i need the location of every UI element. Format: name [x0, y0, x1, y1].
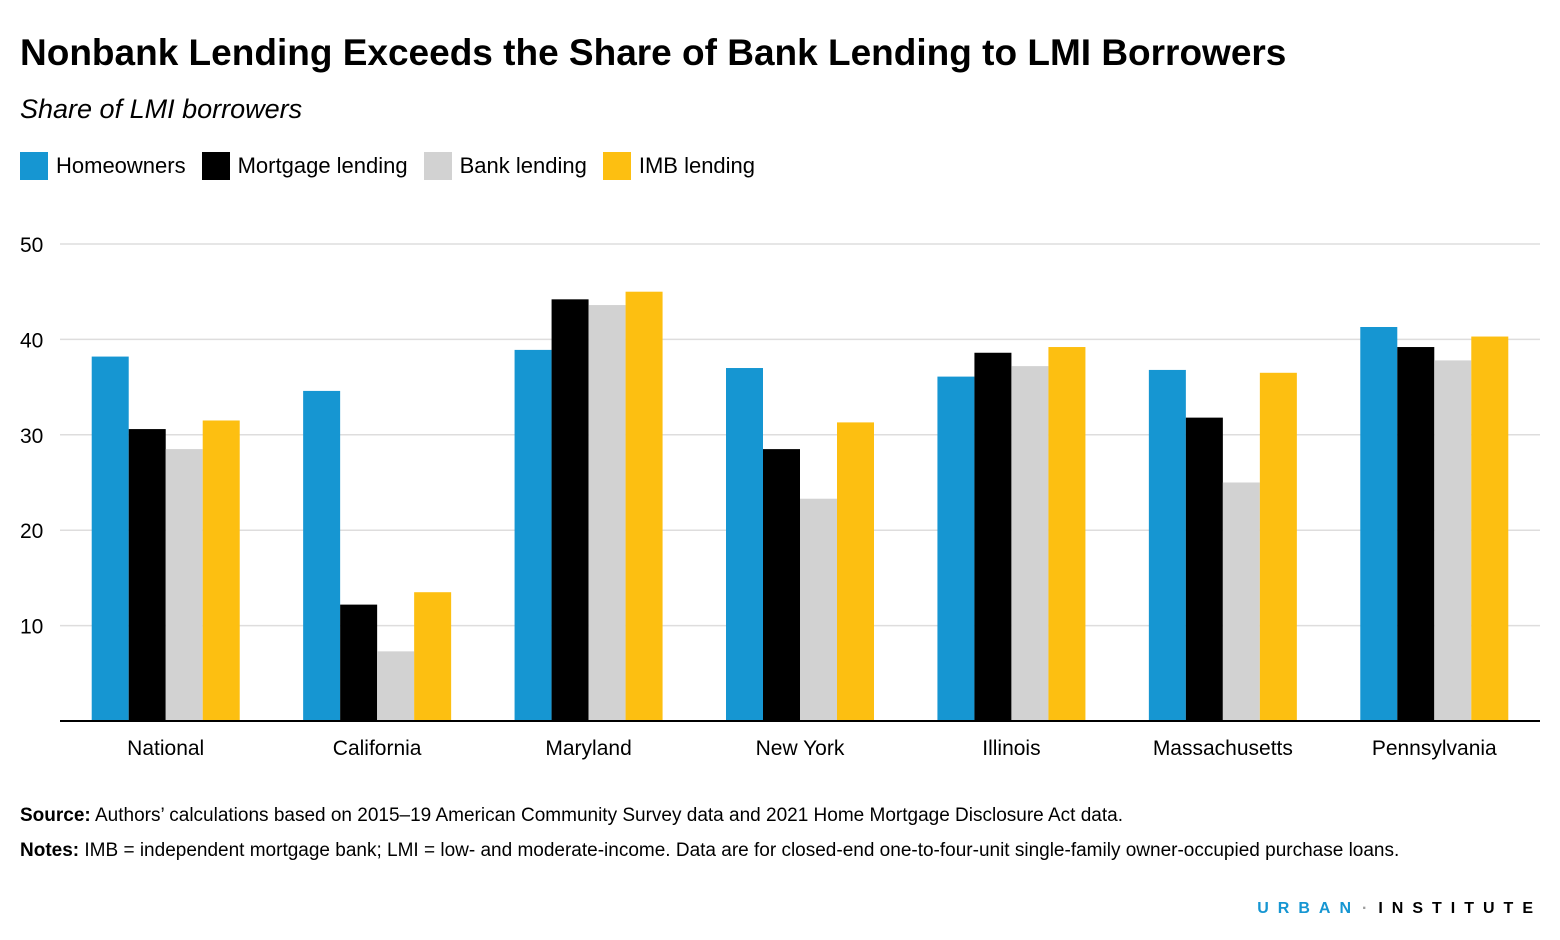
y-tick-label: 20	[20, 520, 43, 543]
notes: Notes: IMB = independent mortgage bank; …	[20, 840, 1540, 862]
legend-swatch-imb-lending	[602, 152, 631, 180]
x-tick-label: Pennsylvania	[1372, 737, 1497, 760]
legend-label-mortgage-lending: Mortgage lending	[237, 153, 408, 178]
bar-mortgage-lending-massachusetts	[1185, 417, 1223, 721]
bar-mortgage-lending-illinois	[974, 352, 1012, 721]
notes-text: IMB = independent mortgage bank; LMI = l…	[84, 840, 1400, 861]
legend-item-imb-lending: IMB lending	[602, 152, 756, 180]
bar-homeowners-massachusetts	[1148, 369, 1186, 721]
bar-homeowners-maryland	[514, 349, 552, 721]
legend-swatch-mortgage-lending	[201, 152, 230, 180]
legend-label-homeowners: Homeowners	[56, 153, 186, 178]
bar-homeowners-new-york	[726, 368, 763, 721]
y-tick-label: 40	[20, 329, 43, 352]
legend-swatch-homeowners	[20, 152, 48, 180]
bar-mortgage-lending-california	[340, 604, 378, 721]
notes-label: Notes:	[20, 840, 80, 861]
bar-imb-lending-illinois	[1048, 347, 1086, 721]
bar-homeowners-california	[303, 390, 341, 721]
chart-title: Nonbank Lending Exceeds the Share of Ban…	[20, 32, 1287, 73]
chart-subtitle: Share of LMI borrowers	[20, 94, 303, 124]
bar-homeowners-national	[91, 356, 129, 721]
x-tick-label: Maryland	[545, 737, 631, 760]
x-tick-label: National	[127, 737, 204, 760]
bar-bank-lending-california	[377, 651, 415, 721]
bar-bank-lending-maryland	[588, 305, 626, 721]
y-tick-label: 30	[20, 425, 43, 448]
urban-institute-logo: URBAN · INSTITUTE	[1257, 900, 1542, 918]
bar-homeowners-illinois	[937, 376, 975, 721]
legend-label-imb-lending: IMB lending	[638, 153, 756, 178]
bar-imb-lending-pennsylvania	[1471, 336, 1509, 721]
y-tick-label: 50	[20, 234, 43, 257]
bar-imb-lending-california	[414, 592, 452, 721]
source-text: Authors’ calculations based on 2015–19 A…	[94, 805, 1123, 826]
brand-part1: URBAN	[1257, 900, 1360, 917]
axes: 10 20 30 40 50 National California Maryland New …	[20, 234, 1540, 760]
legend: Homeowners Mortgage lending Bank lending…	[20, 152, 771, 180]
brand-separator: ·	[1362, 900, 1377, 917]
bar-chart: 10 20 30 40 50 National California Maryland New …	[20, 234, 1540, 760]
bar-mortgage-lending-pennsylvania	[1397, 347, 1435, 721]
legend-label-bank-lending: Bank lending	[459, 153, 587, 178]
legend-item-homeowners: Homeowners	[20, 152, 186, 180]
bar-mortgage-lending-new-york	[763, 449, 800, 721]
brand-part2: INSTITUTE	[1378, 900, 1542, 917]
bar-homeowners-pennsylvania	[1360, 326, 1398, 721]
legend-item-mortgage-lending: Mortgage lending	[201, 152, 408, 180]
bar-imb-lending-massachusetts	[1259, 372, 1297, 721]
bars	[91, 291, 1509, 721]
bar-mortgage-lending-national	[128, 429, 166, 721]
x-tick-label: California	[333, 737, 422, 760]
legend-item-bank-lending: Bank lending	[423, 152, 587, 180]
bar-bank-lending-illinois	[1011, 366, 1049, 721]
bar-bank-lending-national	[165, 449, 203, 721]
legend-swatch-bank-lending	[423, 152, 452, 180]
x-tick-label: New York	[756, 737, 845, 760]
bar-bank-lending-pennsylvania	[1434, 360, 1472, 721]
y-tick-label: 10	[20, 616, 43, 639]
bar-imb-lending-maryland	[625, 291, 663, 721]
bar-bank-lending-new-york	[800, 498, 837, 721]
bar-mortgage-lending-maryland	[551, 299, 589, 721]
x-tick-label: Illinois	[982, 737, 1040, 760]
bar-imb-lending-national	[202, 420, 240, 721]
bar-bank-lending-massachusetts	[1222, 482, 1260, 721]
source-label: Source:	[20, 805, 91, 826]
bar-imb-lending-new-york	[837, 422, 874, 721]
source-note: Source: Authors’ calculations based on 2…	[20, 805, 1540, 827]
x-tick-label: Massachusetts	[1153, 737, 1293, 760]
